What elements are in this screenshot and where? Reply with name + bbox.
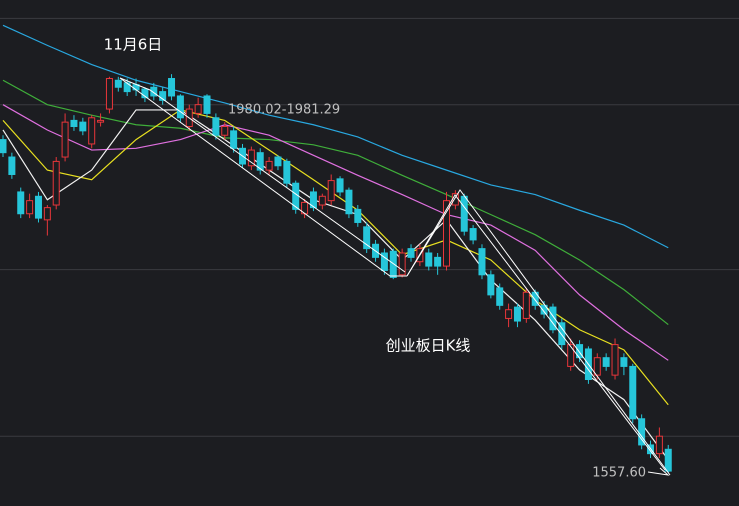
candle-body (434, 256, 442, 267)
candle-body (105, 78, 113, 110)
moving-average-line (2, 109, 669, 461)
candle-body (283, 160, 291, 184)
candle-body (247, 149, 255, 167)
candle-body (407, 248, 415, 258)
candle-body (230, 130, 238, 149)
candle-body (611, 344, 619, 376)
candle-body (203, 95, 211, 114)
trend-lines (119, 77, 671, 476)
candle-body (176, 95, 184, 119)
candle-body (505, 309, 513, 319)
candle-body (389, 250, 397, 278)
candle-body (602, 357, 610, 367)
candle-body (61, 121, 69, 158)
moving-average-line (2, 104, 669, 361)
candle-body (52, 160, 60, 206)
candle-body (168, 78, 176, 97)
candle-body (425, 252, 433, 267)
candle-body (549, 306, 557, 331)
candle-body (469, 228, 477, 241)
candle-body (274, 156, 282, 167)
chart-title: 创业板日K线 (386, 337, 471, 355)
candle-body (265, 160, 273, 171)
moving-average-line (2, 79, 669, 326)
candle-body (141, 88, 149, 99)
candle-body (460, 195, 468, 232)
candle-body (522, 291, 530, 319)
candle-body (8, 156, 16, 175)
candle-body (638, 418, 646, 446)
moving-average-line (2, 24, 669, 249)
candle-body (558, 322, 566, 346)
candle-body (309, 191, 317, 209)
candle-body (487, 274, 495, 296)
candle-body (354, 208, 362, 223)
candle-body (97, 119, 105, 123)
price-range-annotation: 1980.02-1981.29 (228, 103, 340, 118)
candle-body (513, 306, 521, 322)
candle-body (363, 226, 371, 250)
candle-body (318, 195, 326, 206)
candle-body (34, 195, 42, 219)
candle-body (478, 248, 486, 276)
candle-body (114, 79, 122, 88)
candle-body (17, 191, 25, 215)
candle-body (212, 117, 220, 136)
candle-body (221, 126, 229, 136)
candle-body (398, 252, 406, 276)
candle-body (540, 304, 548, 315)
candle-body (496, 287, 504, 306)
candle-body (443, 200, 450, 267)
candle-body (629, 365, 637, 420)
candle-body (664, 448, 672, 472)
candle-body (79, 121, 87, 132)
candle-body (256, 152, 264, 171)
candle-body (620, 357, 628, 367)
candle-body (150, 86, 158, 97)
candle-body (43, 207, 51, 221)
candle-body (567, 344, 575, 367)
moving-average-line (2, 109, 669, 406)
candle-body (194, 104, 202, 114)
candle-body (345, 189, 353, 215)
candle-body (159, 91, 167, 101)
candle-body (0, 139, 7, 154)
candle-body (380, 252, 388, 271)
candle-body (26, 200, 34, 215)
candle-body (655, 435, 663, 455)
candle-body (593, 357, 601, 376)
candle-body (70, 119, 78, 128)
candle-body (88, 117, 96, 145)
candle-body (327, 180, 335, 202)
date-annotation: 11月6日 (104, 36, 163, 54)
candle-body (336, 178, 344, 193)
low-annotation: 1557.60 (592, 466, 646, 481)
